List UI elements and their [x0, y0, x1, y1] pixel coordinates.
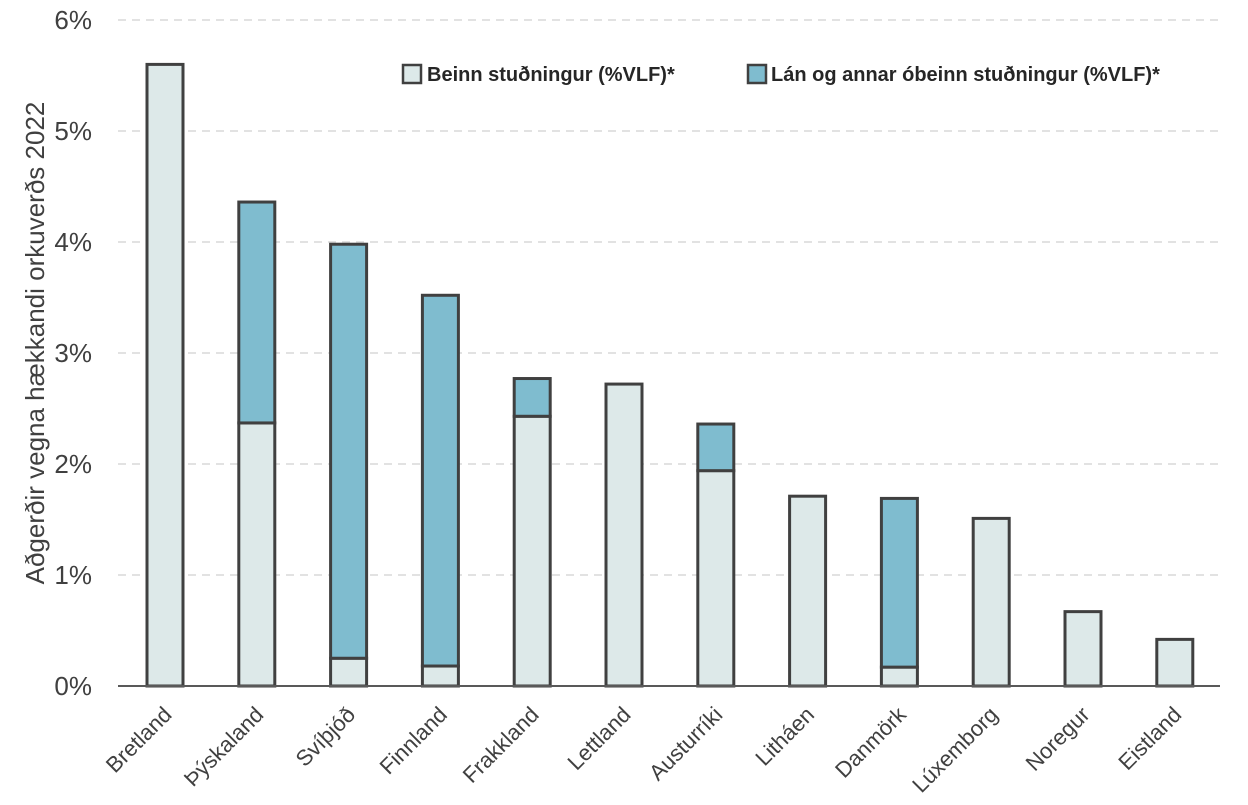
bar-direct-support	[420, 664, 460, 688]
y-tick-label: 4%	[54, 227, 92, 257]
legend-swatch-loans-indirect-support	[746, 63, 768, 85]
gridlines	[118, 19, 1220, 576]
x-tick-label: Finnland	[375, 702, 452, 779]
y-tick-label: 5%	[54, 116, 92, 146]
bar-direct-support	[1155, 637, 1195, 688]
x-tick-label: Danmörk	[830, 701, 911, 782]
legend-swatch-direct-support	[401, 63, 423, 85]
bar-direct-support	[512, 414, 552, 688]
bar-loans-indirect-support	[696, 422, 736, 473]
y-tick-label: 6%	[54, 5, 92, 35]
x-tick-label: Litháen	[750, 702, 819, 771]
y-tick-label: 3%	[54, 338, 92, 368]
x-tick-label: Bretland	[101, 702, 177, 778]
x-tick-label: Þýskaland	[179, 702, 268, 791]
bar-direct-support	[879, 665, 919, 688]
y-tick-labels: 0% 1% 2% 3% 4% 5% 6%	[54, 5, 92, 701]
bar-direct-support	[329, 656, 369, 688]
x-tick-label: Austurríki	[644, 702, 727, 785]
x-tick-label: Svíþjóð	[291, 702, 361, 772]
x-tick-label: Noregur	[1021, 702, 1095, 776]
y-tick-label: 1%	[54, 560, 92, 590]
bar-direct-support	[788, 494, 828, 688]
bar-loans-indirect-support	[329, 242, 369, 660]
bar-direct-support	[1063, 610, 1103, 688]
bar-direct-support	[145, 62, 185, 688]
bar-direct-support	[696, 469, 736, 688]
x-tick-label: Frakkland	[458, 702, 544, 788]
y-tick-label: 0%	[54, 671, 92, 701]
bars	[145, 62, 1195, 688]
x-tick-label: Eistland	[1113, 702, 1186, 775]
y-axis-title: Aðgerðir vegna hækkandi orkuverðs 2022	[20, 102, 50, 585]
bar-direct-support	[604, 382, 644, 688]
bar-direct-support	[237, 421, 277, 688]
legend: Beinn stuðningur (%VLF)* Lán og annar ób…	[401, 63, 1160, 86]
bar-loans-indirect-support	[879, 496, 919, 669]
bar-loans-indirect-support	[512, 377, 552, 418]
bar-loans-indirect-support	[420, 293, 460, 668]
legend-label-loans-indirect-support: Lán og annar óbeinn stuðningur (%VLF)*	[771, 64, 1160, 86]
x-tick-label: Lettland	[562, 702, 635, 775]
bar-loans-indirect-support	[237, 200, 277, 425]
x-tick-labels: Bretland Þýskaland Svíþjóð Finnland Frakklan…	[101, 701, 1186, 797]
y-tick-label: 2%	[54, 449, 92, 479]
legend-label-direct-support: Beinn stuðningur (%VLF)*	[427, 64, 675, 86]
x-tick-label: Lúxemborg	[907, 702, 1003, 798]
bar-direct-support	[971, 516, 1011, 688]
